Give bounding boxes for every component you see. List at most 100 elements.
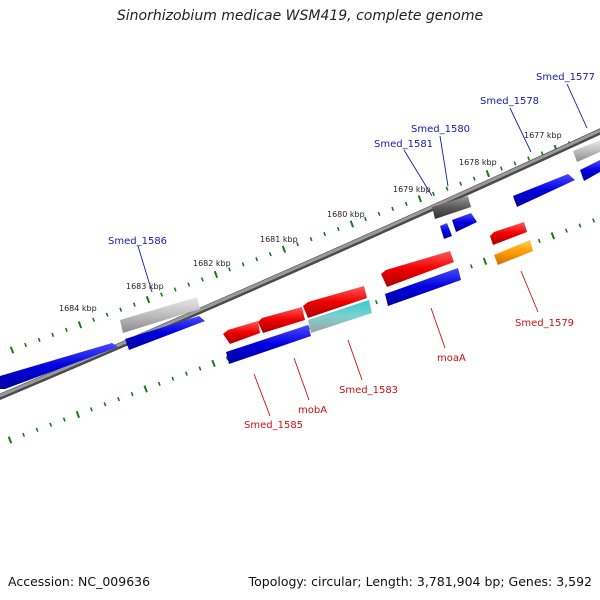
tick-mark bbox=[103, 402, 107, 407]
tick-mark bbox=[472, 176, 476, 181]
tick-mark bbox=[62, 417, 66, 422]
kbp-label: 1681 kbp bbox=[260, 235, 298, 244]
gene-arrow-lower-blue-2[interactable] bbox=[385, 268, 461, 306]
kbp-label: 1680 kbp bbox=[327, 210, 365, 219]
kbp-label: 1677 kbp bbox=[524, 131, 562, 140]
tick-mark bbox=[527, 156, 531, 161]
gene-arrow-smed-1578[interactable] bbox=[513, 174, 575, 207]
gene-label-moba[interactable]: mobA bbox=[298, 405, 327, 416]
tick-mark bbox=[323, 231, 327, 237]
gene-arrow-smed-1579-red[interactable] bbox=[490, 222, 527, 245]
gene-label-moaa[interactable]: moaA bbox=[437, 353, 466, 364]
tick-mark bbox=[349, 220, 355, 228]
leader-line-smed-1583 bbox=[347, 339, 363, 381]
gene-arrow-smed-1579[interactable] bbox=[494, 240, 533, 265]
tick-mark bbox=[391, 206, 395, 212]
gene-arrow-moaa[interactable] bbox=[381, 251, 454, 287]
gene-arrow-smed-1585[interactable] bbox=[223, 321, 260, 344]
gene-label-smed-1577[interactable]: Smed_1577 bbox=[536, 72, 595, 83]
tick-mark bbox=[157, 381, 161, 386]
leader-line-smed-1579 bbox=[520, 270, 539, 313]
gene-arrow-smed-1583-red[interactable] bbox=[303, 286, 367, 318]
genome-backbone bbox=[0, 128, 600, 401]
tick-mark bbox=[130, 391, 134, 397]
gene-label-smed-1586[interactable]: Smed_1586 bbox=[108, 236, 167, 247]
tick-mark bbox=[459, 181, 463, 186]
kbp-label: 1679 kbp bbox=[393, 185, 431, 194]
tick-mark bbox=[89, 407, 93, 412]
tick-mark bbox=[482, 257, 488, 265]
gene-label-smed-1581[interactable]: Smed_1581 bbox=[374, 139, 433, 150]
tick-mark bbox=[513, 161, 517, 166]
tick-mark bbox=[225, 356, 229, 361]
kbp-label: 1684 kbp bbox=[59, 304, 97, 313]
tick-mark bbox=[364, 216, 367, 222]
tick-mark bbox=[432, 191, 435, 196]
leader-line-smed-1585 bbox=[253, 373, 271, 417]
tick-mark bbox=[336, 226, 340, 232]
tick-mark bbox=[445, 186, 449, 191]
tick-mark bbox=[592, 218, 596, 223]
gene-label-smed-1578[interactable]: Smed_1578 bbox=[480, 96, 539, 107]
tick-mark bbox=[485, 169, 491, 178]
tick-mark bbox=[228, 267, 231, 272]
tick-mark bbox=[7, 436, 13, 444]
leader-line-smed-1577 bbox=[566, 83, 588, 129]
tick-mark bbox=[184, 371, 188, 376]
tick-mark bbox=[75, 410, 81, 419]
tick-mark bbox=[241, 262, 245, 267]
tick-mark bbox=[171, 376, 175, 381]
gene-arrow-gray[interactable] bbox=[120, 297, 200, 333]
gene-arrow-smed-1577[interactable] bbox=[580, 160, 600, 181]
tick-mark bbox=[92, 317, 96, 322]
tick-mark bbox=[35, 427, 39, 432]
tick-mark bbox=[211, 359, 216, 368]
genome-title: Sinorhizobium medicae WSM419, complete g… bbox=[116, 8, 484, 24]
gene-arrow-dark[interactable] bbox=[432, 196, 471, 219]
gene-arrow-forward[interactable] bbox=[0, 343, 118, 389]
gene-arrow-lower-blue-1[interactable] bbox=[226, 325, 311, 364]
tick-mark bbox=[77, 321, 83, 329]
leader-line-smed-1578 bbox=[509, 107, 532, 153]
tick-mark bbox=[281, 245, 287, 253]
leader-line-moba bbox=[293, 357, 310, 401]
kbp-label: 1683 kbp bbox=[126, 282, 164, 291]
leader-line-moaa bbox=[430, 307, 446, 349]
tick-mark bbox=[578, 223, 582, 228]
tick-mark bbox=[145, 295, 151, 304]
tick-mark bbox=[51, 332, 55, 338]
accession-label: Accession: NC_009636 bbox=[8, 574, 151, 589]
gene-arrow-smed-1581[interactable] bbox=[440, 223, 452, 239]
tick-mark bbox=[200, 277, 204, 282]
tick-mark bbox=[377, 211, 381, 217]
gene-label-smed-1585[interactable]: Smed_1585 bbox=[244, 420, 303, 431]
tick-mark bbox=[374, 299, 378, 305]
gene-arrow-smed-1583[interactable] bbox=[308, 300, 372, 333]
gene-label-smed-1580[interactable]: Smed_1580 bbox=[411, 124, 470, 135]
tick-mark bbox=[160, 292, 163, 297]
kbp-label: 1678 kbp bbox=[459, 158, 497, 167]
gene-arrow-smed-1580[interactable] bbox=[452, 213, 477, 232]
tick-mark bbox=[213, 270, 219, 279]
gene-label-smed-1579[interactable]: Smed_1579 bbox=[515, 318, 574, 329]
leader-line-smed-1580 bbox=[439, 135, 449, 187]
genome-backbone-highlight bbox=[0, 128, 600, 398]
tick-mark bbox=[550, 232, 556, 240]
gene-arrow-smed-1586[interactable] bbox=[125, 316, 205, 350]
kbp-label: 1682 kbp bbox=[193, 259, 231, 268]
position-ticks bbox=[7, 131, 599, 444]
tick-mark bbox=[173, 287, 177, 292]
gene-label-smed-1583[interactable]: Smed_1583 bbox=[339, 385, 398, 396]
gene-arrow-gray-edge[interactable] bbox=[573, 140, 600, 162]
tick-mark bbox=[255, 257, 259, 262]
tick-mark bbox=[537, 238, 541, 244]
tick-mark bbox=[64, 327, 68, 332]
tick-mark bbox=[187, 282, 191, 287]
gene-arrow-moba[interactable] bbox=[258, 307, 305, 333]
tick-mark bbox=[22, 432, 26, 438]
tick-mark bbox=[309, 236, 313, 242]
tick-mark bbox=[499, 166, 503, 171]
tick-mark bbox=[143, 385, 148, 393]
tick-mark bbox=[117, 396, 121, 402]
